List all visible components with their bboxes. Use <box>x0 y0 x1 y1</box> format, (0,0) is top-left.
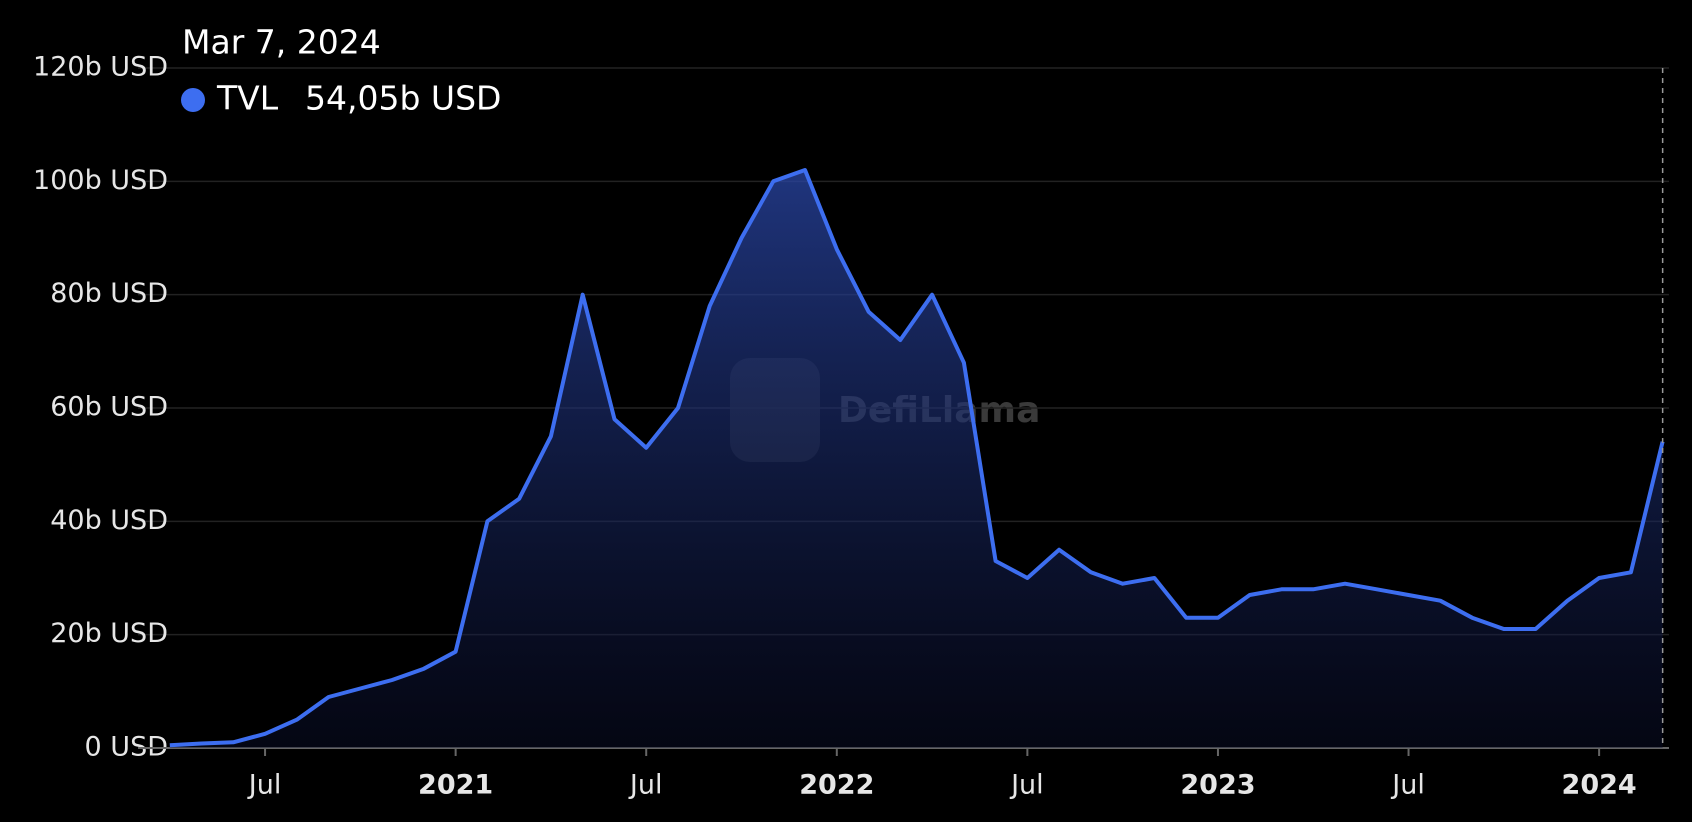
x-tick-label: Jul <box>628 770 663 801</box>
x-tick-label: 2023 <box>1180 770 1255 801</box>
y-tick-label: 60b USD <box>50 392 168 423</box>
legend-dot <box>181 88 205 112</box>
tooltip-value: 54,05b USD <box>305 79 501 118</box>
y-tick-label: 100b USD <box>33 165 168 196</box>
x-tick-label: Jul <box>247 770 282 801</box>
y-tick-label: 80b USD <box>50 278 168 309</box>
legend-label: TVL <box>216 79 279 118</box>
x-tick-label: Jul <box>1009 770 1044 801</box>
y-tick-label: 40b USD <box>50 505 168 536</box>
x-tick-label: Jul <box>1390 770 1425 801</box>
x-tick-label: 2021 <box>418 770 493 801</box>
x-tick-label: 2022 <box>799 770 874 801</box>
y-tick-label: 20b USD <box>50 618 168 649</box>
area-fill <box>169 170 1663 748</box>
y-tick-label: 120b USD <box>33 52 168 83</box>
line <box>169 168 1665 748</box>
x-tick-label: 2024 <box>1562 770 1637 801</box>
tooltip-date: Mar 7, 2024 <box>182 23 381 62</box>
